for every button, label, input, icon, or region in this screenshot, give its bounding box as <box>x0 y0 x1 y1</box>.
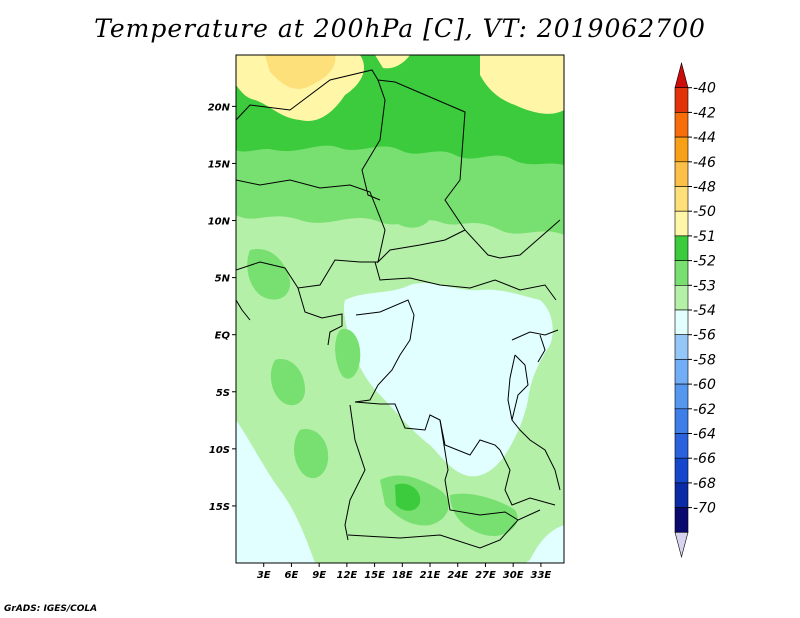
colorbar-swatch <box>674 161 689 187</box>
colorbar-swatch <box>674 482 689 508</box>
colorbar-swatch <box>674 112 689 138</box>
lon-tick-label: 9E <box>312 570 326 581</box>
field-cool-southwest <box>236 420 315 563</box>
latitude-axis: 20N 15N 10N 5N EQ 5S 10S 15S <box>208 102 236 513</box>
plot-title: Temperature at 200hPa [C], VT: 201906270… <box>94 14 706 43</box>
field-patch-8 <box>335 329 361 379</box>
longitude-axis: 3E 6E 9E 12E 15E 18E 21E 24E 27E 30E 33E <box>257 563 552 581</box>
map-frame <box>235 54 565 564</box>
lat-tick-label: 10S <box>209 445 230 456</box>
colorbar-label: -56 <box>693 328 716 344</box>
field-cool-southeast <box>525 525 564 563</box>
colorbar-label: -64 <box>693 427 716 443</box>
colorbar-swatch <box>674 210 689 237</box>
lat-tick-label: 15S <box>209 502 230 513</box>
colorbar-swatch <box>674 284 689 311</box>
field-patch-7 <box>395 483 421 511</box>
field-patch-4 <box>247 249 291 300</box>
colorbar-swatch <box>674 235 689 261</box>
field-warm-northwest-core <box>265 55 336 89</box>
colorbar-label: -51 <box>693 229 716 245</box>
lon-tick-label: 18E <box>392 570 413 581</box>
lat-tick-label: EQ <box>215 331 231 342</box>
field-patch-2 <box>294 429 329 479</box>
field-warm-north-center <box>375 55 410 69</box>
map-field <box>236 55 564 563</box>
lat-tick-label: 15N <box>208 159 231 170</box>
colorbar-swatch <box>674 186 689 212</box>
colorbar-label: -50 <box>693 204 716 220</box>
colorbar-label: -44 <box>693 130 716 146</box>
colorbar-swatch <box>674 136 689 163</box>
lon-tick-label: 30E <box>503 570 524 581</box>
colorbar-label: -60 <box>693 377 716 393</box>
colorbar-label: -66 <box>693 451 716 467</box>
colorbar-label: -70 <box>693 501 716 517</box>
colorbar-swatch <box>674 531 689 559</box>
colorbar-swatch <box>674 507 689 533</box>
lon-tick-label: 24E <box>447 570 468 581</box>
colorbar-label: -46 <box>693 155 716 171</box>
colorbar-swatch <box>674 309 689 336</box>
colorbar-label: -52 <box>693 254 716 270</box>
lat-tick-label: 20N <box>208 102 231 113</box>
field-patch-9 <box>270 359 305 406</box>
colorbar-label: -40 <box>693 81 716 97</box>
lon-tick-label: 12E <box>336 570 357 581</box>
colorbar-label: -58 <box>693 352 716 368</box>
colorbar-label: -54 <box>693 303 716 319</box>
colorbar-swatch <box>674 260 689 286</box>
field-patch-5 <box>387 183 433 228</box>
lat-tick-label: 10N <box>208 217 231 228</box>
colorbar-label: -62 <box>693 402 716 418</box>
colorbar-swatch <box>674 334 689 360</box>
lon-tick-label: 27E <box>475 570 496 581</box>
colorbar-swatch <box>674 87 689 113</box>
lon-tick-label: 21E <box>420 570 441 581</box>
lon-tick-label: 6E <box>285 570 299 581</box>
colorbar-swatch <box>674 359 689 385</box>
lon-tick-label: 3E <box>257 570 271 581</box>
colorbar-label: -42 <box>693 105 716 121</box>
colorbar-swatch <box>674 61 689 88</box>
map-borders <box>236 69 561 549</box>
lat-tick-label: 5S <box>216 388 230 399</box>
colorbar-swatch <box>674 433 689 459</box>
colorbar: -40 -42 -44 -46 -48 -50 -51 -52 -53 -54 -56 -58 -60 -… <box>674 61 716 559</box>
lat-tick-label: 5N <box>215 274 231 285</box>
field-warm-northeast <box>480 55 564 114</box>
lon-tick-label: 15E <box>364 570 385 581</box>
colorbar-swatch <box>674 408 689 434</box>
field-patch-6 <box>502 178 551 226</box>
lon-tick-label: 33E <box>531 570 552 581</box>
colorbar-label: -53 <box>693 278 716 294</box>
colorbar-label: -48 <box>693 180 716 196</box>
credit-text: GrADS: IGES/COLA <box>4 604 98 614</box>
field-cool-central <box>343 283 553 477</box>
colorbar-swatch <box>674 457 689 484</box>
colorbar-label: -68 <box>693 476 716 492</box>
colorbar-swatch <box>674 383 689 410</box>
